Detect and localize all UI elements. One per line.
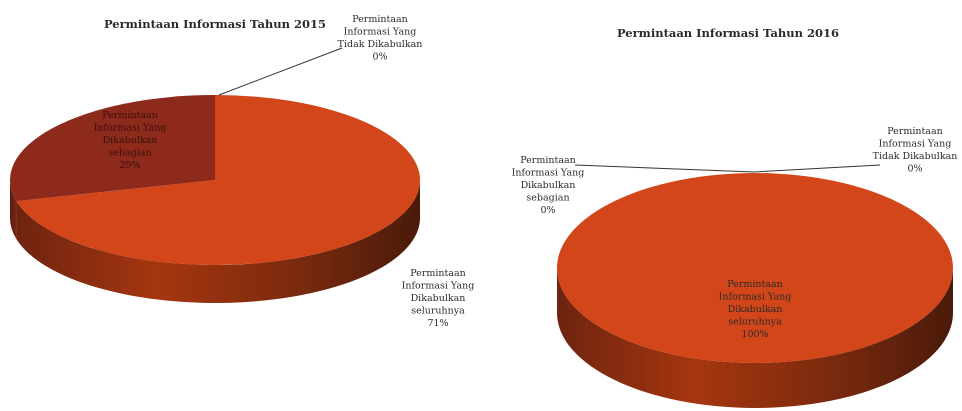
pie-2015-body [9, 95, 420, 303]
pie-2016-slice-0 [557, 173, 953, 363]
pie-2015-side-slice-0 [16, 180, 420, 303]
pie-2015-side-slice-1 [10, 180, 17, 240]
pie-2015-slice-label-0: Permintaan Informasi Yang Dikabulkan seluru… [402, 268, 475, 329]
pie-2015-top [9, 95, 420, 265]
pie-2015-leader-line-2 [218, 47, 343, 96]
chart-title-2016: Permintaan Informasi Tahun 2016 [617, 26, 839, 40]
pie-2015-side [10, 180, 420, 303]
pie-2015-slice-0 [16, 95, 420, 265]
pie-2015-slice-label-0-line-4: 71% [427, 318, 448, 329]
pie-2015-slice-1 [9, 95, 216, 202]
pie-chart-2015: Permintaan Informasi Tahun 2015 Perminta… [9, 14, 475, 329]
pie-2016-slice-label-0-line-1: Informasi Yang [719, 292, 792, 303]
pie-2016-slice-label-1-line-0: Permintaan [520, 155, 576, 166]
pie-2015-slice-label-0-line-0: Permintaan [410, 268, 466, 279]
pie-2016-slice-label-1: Permintaan Informasi Yang Dikabulkan sebagi… [512, 155, 585, 216]
pie-2015-slice-label-0-line-1: Informasi Yang [402, 281, 475, 292]
pie-2016-slice-label-2-line-0: Permintaan [887, 126, 943, 137]
pie-2015-slice-label-1-line-0: Permintaan [102, 110, 158, 121]
pie-2015-slice-label-2-line-1: Informasi Yang [344, 27, 417, 38]
pie-2015-slice-label-1-line-1: Informasi Yang [94, 123, 167, 134]
pie-2016-leader-line-1 [574, 164, 755, 173]
pie-2015-slice-label-1: Permintaan Informasi Yang Dikabulkan sebagi… [94, 110, 167, 171]
pie-chart-2016: Permintaan Informasi Tahun 2016 Perminta… [512, 26, 958, 408]
chart-title-2015: Permintaan Informasi Tahun 2015 [104, 17, 326, 31]
pie-2016-body [557, 173, 953, 408]
pie-2016-slice-label-2-line-3: 0% [907, 164, 922, 175]
pie-2015-slice-label-2-line-2: Tidak Dikabulkan [338, 39, 423, 50]
pie-2016-labels: Permintaan Informasi Yang Dikabulkan seluru… [512, 126, 958, 340]
pie-2015-slice-label-1-line-4: 29% [119, 160, 140, 171]
pie-2016-slice-label-1-line-2: Dikabulkan [521, 180, 576, 191]
pie-2015-slice-label-2-line-3: 0% [372, 52, 387, 63]
pie-2016-slice-label-2-line-2: Tidak Dikabulkan [873, 151, 958, 162]
pie-2016-slice-label-1-line-1: Informasi Yang [512, 168, 585, 179]
pie-2016-leader-line-2 [753, 164, 881, 173]
pie-2016-side [557, 268, 953, 408]
pie-2016-slice-label-0-line-0: Permintaan [727, 279, 783, 290]
pie-2015-slice-label-0-line-3: seluruhnya [411, 306, 465, 317]
pie-2015-labels: Permintaan Informasi Yang Dikabulkan seluru… [94, 14, 475, 329]
pie-2016-slice-label-0: Permintaan Informasi Yang Dikabulkan seluru… [719, 279, 792, 340]
pie-2015-slice-label-0-line-2: Dikabulkan [411, 293, 466, 304]
pie-2015-slice-label-1-line-2: Dikabulkan [103, 135, 158, 146]
pie-2015-slice-label-2-line-0: Permintaan [352, 14, 408, 25]
pie-2016-slice-label-1-line-3: sebagian [526, 193, 569, 204]
pie-2016-slice-label-0-line-3: seluruhnya [728, 317, 782, 328]
pie-2016-slice-label-2: Permintaan Informasi Yang Tidak Dikabulkan… [873, 126, 958, 175]
pie-2016-top [557, 173, 953, 363]
pie-2015-slice-label-2: Permintaan Informasi Yang Tidak Dikabulkan… [338, 14, 423, 63]
pie-2015-slice-label-1-line-3: sebagian [108, 148, 151, 159]
pie-2016-side-slice-0 [557, 268, 953, 408]
pie-2016-slice-label-1-line-4: 0% [540, 205, 555, 216]
pie-2016-slice-label-0-line-4: 100% [741, 329, 768, 340]
pie-2016-slice-label-2-line-1: Informasi Yang [879, 139, 952, 150]
pie-2016-slice-label-0-line-2: Dikabulkan [728, 304, 783, 315]
